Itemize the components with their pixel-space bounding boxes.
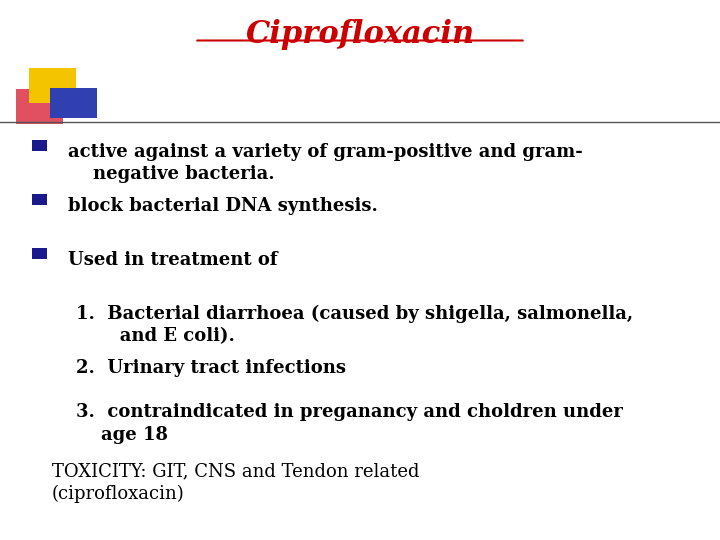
Text: Used in treatment of: Used in treatment of (68, 251, 278, 268)
FancyBboxPatch shape (29, 68, 76, 103)
FancyBboxPatch shape (32, 194, 47, 205)
Text: TOXICITY: GIT, CNS and Tendon related
(ciprofloxacin): TOXICITY: GIT, CNS and Tendon related (c… (52, 463, 419, 503)
Text: active against a variety of gram-positive and gram-
    negative bacteria.: active against a variety of gram-positiv… (68, 143, 583, 183)
FancyBboxPatch shape (50, 88, 97, 118)
Text: 2.  Urinary tract infections: 2. Urinary tract infections (76, 359, 346, 377)
Text: Ciprofloxacin: Ciprofloxacin (246, 19, 474, 50)
Text: 3.  contraindicated in preganancy and choldren under
    age 18: 3. contraindicated in preganancy and cho… (76, 403, 623, 443)
Text: block bacterial DNA synthesis.: block bacterial DNA synthesis. (68, 197, 378, 214)
FancyBboxPatch shape (32, 248, 47, 259)
FancyBboxPatch shape (16, 89, 63, 124)
Text: 1.  Bacterial diarrhoea (caused by shigella, salmonella,
       and E coli).: 1. Bacterial diarrhoea (caused by shigel… (76, 305, 633, 346)
FancyBboxPatch shape (32, 140, 47, 151)
